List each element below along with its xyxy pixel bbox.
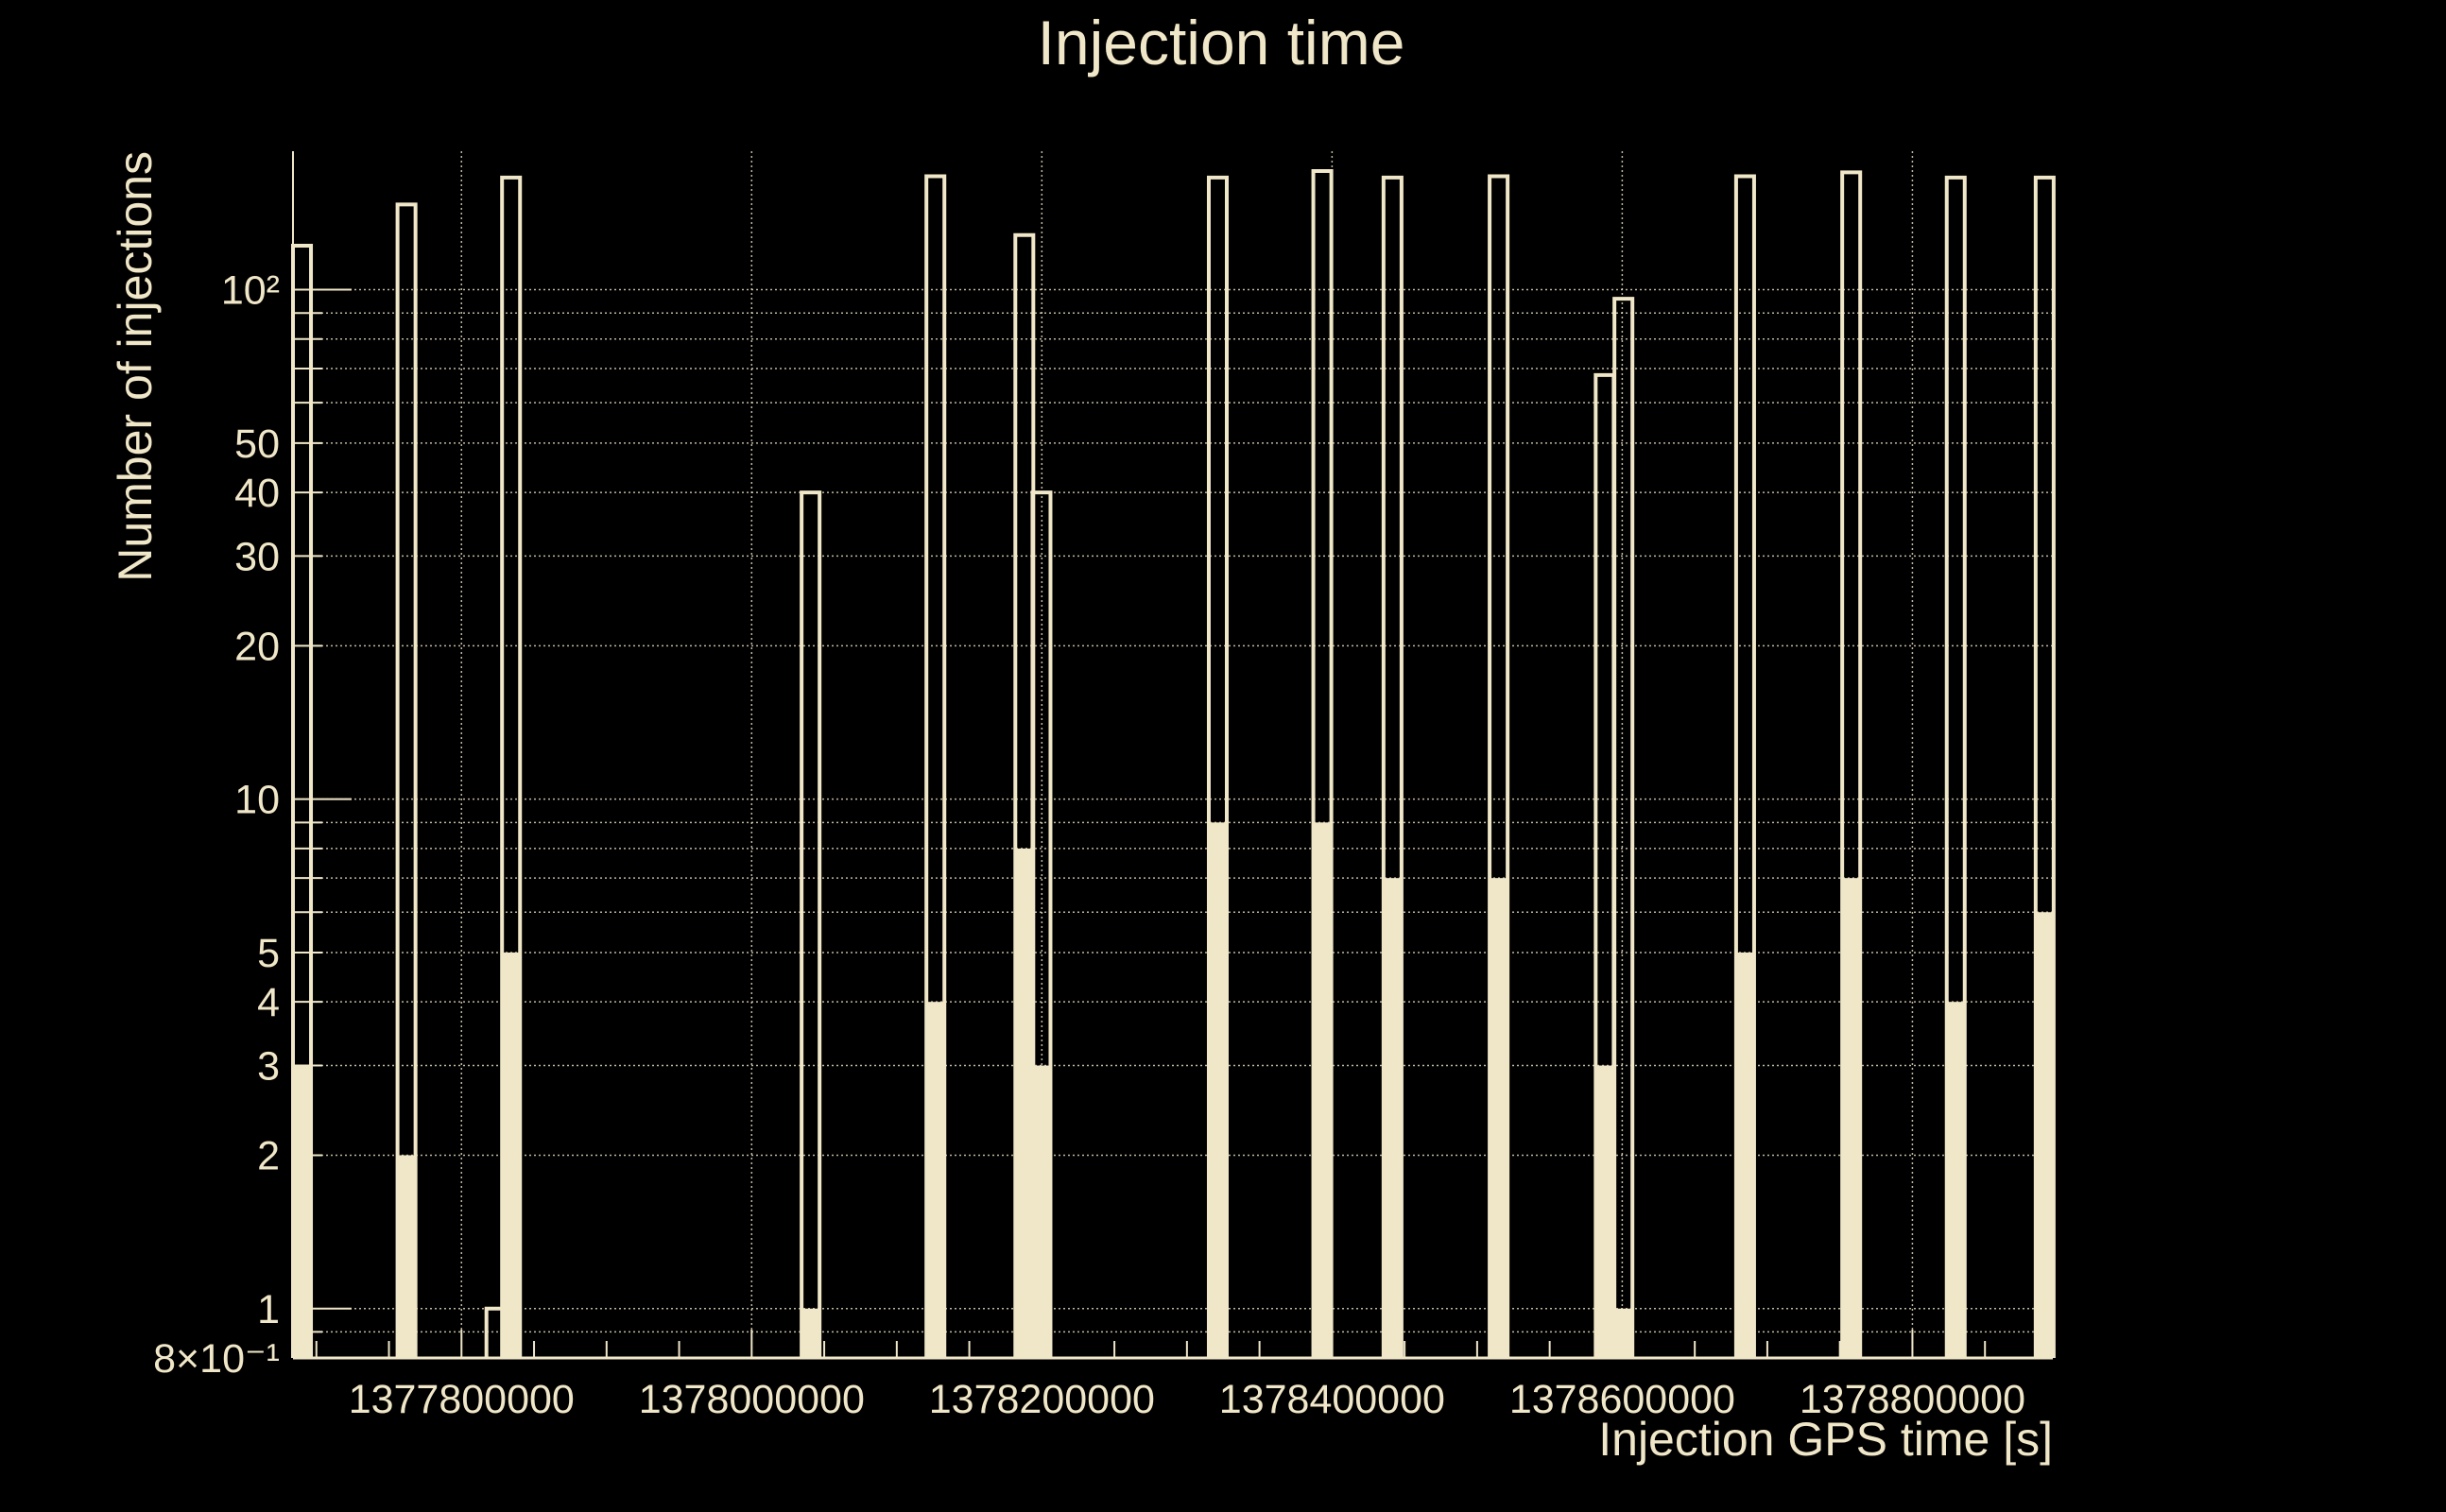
found-bar: [1313, 822, 1332, 1358]
y-tick-label: 30: [234, 534, 280, 579]
total-bar: [1944, 175, 1967, 1358]
y-tick-label: 1: [257, 1287, 280, 1332]
x-tick-label: 1378000000: [639, 1377, 865, 1422]
total-bar: [1612, 297, 1635, 1358]
found-bar: [801, 1308, 820, 1358]
total-bar: [1488, 174, 1510, 1358]
found-bar: [502, 952, 521, 1358]
y-tick-label: 3: [257, 1044, 280, 1090]
total-bar: [2033, 175, 2056, 1358]
total-bar: [800, 490, 822, 1358]
y-tick-label: 20: [234, 624, 280, 669]
found-bar: [1490, 878, 1508, 1358]
found-bar: [1735, 952, 1754, 1358]
found-bar: [1208, 822, 1228, 1358]
total-bar: [1381, 175, 1404, 1358]
found-bar: [1032, 1065, 1051, 1358]
bars: [291, 168, 2056, 1358]
y-tick-label: 40: [234, 471, 280, 516]
y-tick-label: 8×10⁻¹: [153, 1336, 280, 1382]
total-bar: [1030, 490, 1053, 1358]
x-tick-label: 1377800000: [349, 1377, 575, 1422]
x-axis-label: Injection GPS time [s]: [1598, 1413, 2053, 1466]
x-tick-label: 1378200000: [929, 1377, 1155, 1422]
total-bar: [924, 174, 947, 1358]
total-bar: [395, 202, 418, 1358]
total-bar: [1840, 170, 1863, 1358]
found-bar: [293, 1065, 312, 1358]
y-tick-label: 4: [257, 980, 280, 1025]
grid: [293, 151, 2053, 1358]
y-tick-label: 2: [257, 1133, 280, 1178]
chart-title: Injection time: [1038, 8, 1405, 77]
total-bar: [484, 1306, 507, 1358]
y-tick-label: 10: [234, 778, 280, 823]
found-bar: [397, 1155, 416, 1358]
total-bar: [1733, 174, 1756, 1358]
found-bar: [1383, 878, 1402, 1358]
x-tick-label: 1378400000: [1219, 1377, 1445, 1422]
y-tick-label: 10²: [221, 268, 280, 314]
found-bar: [1842, 878, 1861, 1358]
found-bar: [1946, 1002, 1965, 1358]
y-tick-label: 5: [257, 931, 280, 976]
y-tick-label: 50: [234, 421, 280, 467]
found-bar: [1595, 1065, 1614, 1358]
found-bar: [926, 1002, 945, 1358]
found-bar: [2035, 912, 2054, 1358]
total-bar: [500, 175, 523, 1358]
y-axis-label: Number of injections: [109, 151, 162, 582]
x-tick-label: 1378800000: [1800, 1377, 2025, 1422]
found-bar: [1015, 848, 1034, 1358]
total-bar: [1206, 175, 1229, 1358]
total-bar: [1311, 168, 1334, 1358]
found-bar: [1614, 1308, 1633, 1358]
x-tick-label: 1378600000: [1509, 1377, 1735, 1422]
